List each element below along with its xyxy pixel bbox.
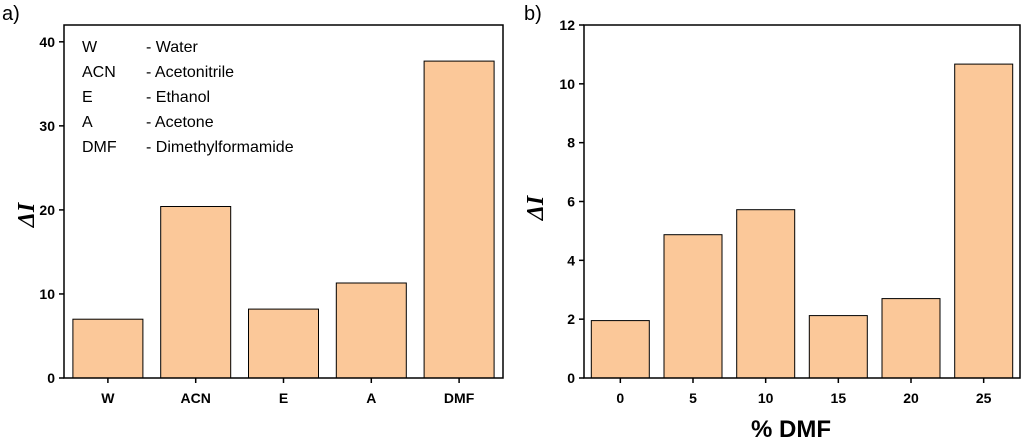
legend-solvent-name: - Dimethylformamide: [146, 139, 294, 156]
bar-e: [248, 308, 319, 379]
bar-0: [590, 320, 650, 379]
x-tick-label: 5: [689, 390, 697, 406]
y-tick-label: 40: [39, 34, 55, 50]
panel-a-y-axis-label: ΔI: [14, 201, 40, 228]
bar-w: [72, 318, 144, 379]
panel-b-label: b): [524, 3, 542, 25]
legend-abbreviation: ACN: [82, 64, 116, 81]
y-tick-label: 2: [567, 311, 575, 327]
legend-abbreviation: A: [82, 114, 93, 131]
y-tick-label: 10: [559, 76, 575, 92]
y-tick-label: 30: [39, 118, 55, 134]
legend-abbreviation: DMF: [82, 139, 117, 156]
y-tick-label: 0: [47, 370, 55, 386]
panel-a-legend: W - Water ACN - Acetonitrile E - Ethanol A - Ac…: [82, 39, 294, 156]
x-tick-label: 20: [903, 390, 919, 406]
x-tick-label: DMF: [444, 390, 475, 406]
x-tick-label: 10: [758, 390, 774, 406]
x-tick-label: 0: [616, 390, 624, 406]
bar-acn: [160, 206, 232, 379]
x-tick-label: 25: [976, 390, 992, 406]
bar-10: [736, 209, 796, 379]
panel-b: b) ΔI % DMF 0 5 10 15 20 25 0 2 4 6 8 10 12: [523, 3, 1021, 439]
bar-20: [881, 298, 941, 379]
legend-solvent-name: - Ethanol: [146, 89, 210, 106]
bar-dmf: [423, 60, 495, 379]
bar-25: [954, 63, 1014, 379]
bar-5: [663, 234, 723, 379]
x-tick-label: ACN: [181, 390, 211, 406]
y-tick-label: 0: [567, 370, 575, 386]
panel-a-label: a): [2, 3, 20, 25]
x-tick-label: 15: [831, 390, 847, 406]
legend-abbreviation: W: [82, 39, 98, 56]
y-tick-label: 12: [559, 17, 575, 33]
legend-solvent-name: - Water: [146, 39, 199, 56]
y-tick-label: 4: [567, 252, 575, 268]
y-tick-label: 6: [567, 194, 575, 210]
legend-abbreviation: E: [82, 89, 93, 106]
bar-15: [808, 315, 868, 379]
legend-solvent-name: - Acetonitrile: [146, 64, 234, 81]
panel-b-x-axis-label: % DMF: [751, 416, 831, 439]
x-tick-label: E: [279, 390, 288, 406]
bar-a: [335, 282, 407, 379]
panel-b-y-axis-label: ΔI: [523, 194, 549, 221]
y-tick-label: 10: [39, 286, 55, 302]
y-tick-label: 20: [39, 202, 55, 218]
x-tick-label: A: [366, 390, 376, 406]
x-tick-label: W: [101, 390, 115, 406]
plot-frame: [583, 24, 1021, 379]
plot-frame: [63, 24, 504, 379]
y-tick-label: 8: [567, 135, 575, 151]
legend-solvent-name: - Acetone: [146, 114, 214, 131]
